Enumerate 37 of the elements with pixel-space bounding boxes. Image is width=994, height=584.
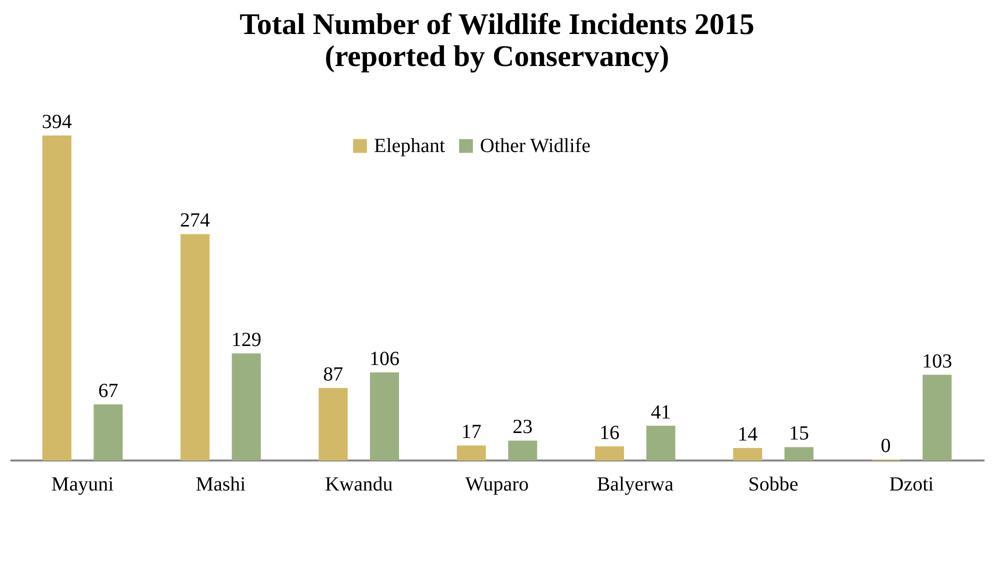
x-tick-label: Balyerwa xyxy=(596,474,674,496)
x-tick-label: Kwandu xyxy=(324,474,393,496)
bar xyxy=(232,353,261,460)
x-tick-label: Mayuni xyxy=(51,474,114,496)
legend-label: Elephant xyxy=(374,135,446,157)
bar xyxy=(784,447,814,460)
data-label: 106 xyxy=(370,348,400,370)
bar xyxy=(595,446,624,460)
bar xyxy=(318,388,348,460)
data-label: 274 xyxy=(180,210,210,232)
data-label: 15 xyxy=(788,422,809,445)
x-tick-label: Wuparo xyxy=(465,474,529,496)
bar xyxy=(94,404,123,460)
data-label: 41 xyxy=(650,401,671,424)
data-label: 87 xyxy=(323,363,344,386)
data-label: 394 xyxy=(42,111,72,133)
bar xyxy=(370,372,399,460)
bar xyxy=(922,374,952,460)
data-label: 103 xyxy=(922,350,952,372)
bar xyxy=(456,446,486,460)
data-label: 16 xyxy=(600,422,620,444)
x-tick-label: Sobbe xyxy=(748,474,798,496)
chart-title: Total Number of Wildlife Incidents 2015 (reported by Conservancy) xyxy=(240,8,754,73)
legend-label: Other Widlife xyxy=(480,135,591,157)
x-tick-label: Mashi xyxy=(196,474,246,496)
data-label: 14 xyxy=(738,423,758,446)
data-label: 67 xyxy=(98,380,118,402)
data-label: 129 xyxy=(231,328,262,351)
bar xyxy=(42,136,72,460)
data-label: 23 xyxy=(512,416,533,438)
bar xyxy=(646,426,676,460)
x-tick-label: Dzoti xyxy=(889,474,934,496)
bar xyxy=(733,448,762,460)
bar xyxy=(508,440,538,460)
data-label: 17 xyxy=(461,421,482,444)
bar xyxy=(180,234,210,460)
data-label: 0 xyxy=(880,435,891,457)
